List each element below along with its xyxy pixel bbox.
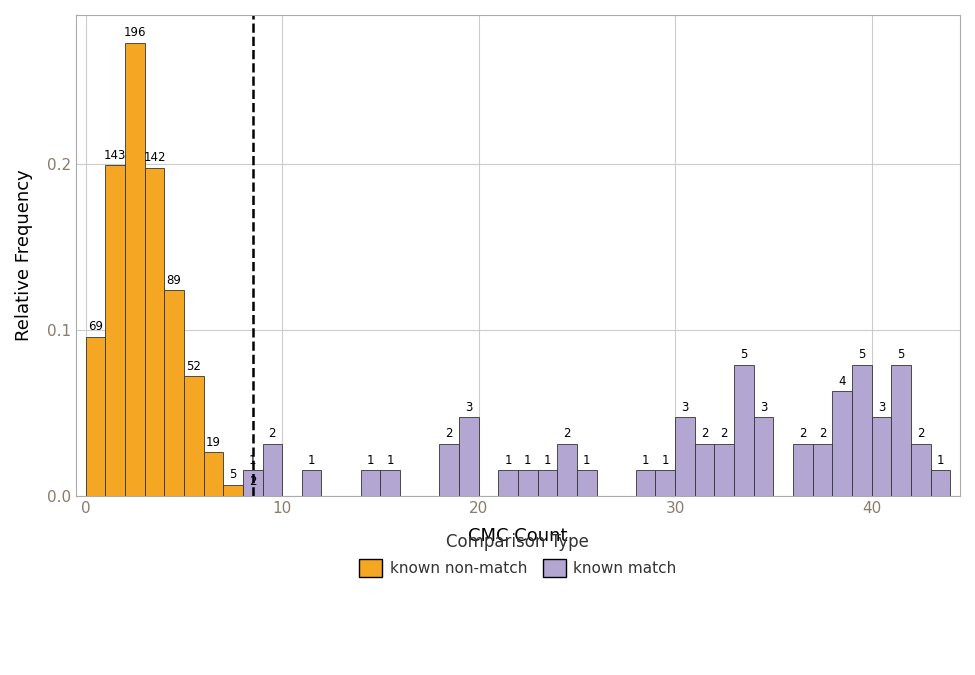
Bar: [558, 443, 577, 496]
Text: 2: 2: [721, 427, 728, 440]
Bar: [675, 417, 695, 496]
Text: 1: 1: [662, 454, 669, 466]
Bar: [105, 165, 125, 496]
Text: 143: 143: [104, 149, 127, 162]
Bar: [636, 470, 655, 496]
Text: 1: 1: [249, 454, 256, 466]
Bar: [440, 443, 459, 496]
Bar: [243, 491, 262, 496]
Bar: [498, 470, 518, 496]
Text: 1: 1: [308, 454, 315, 466]
Text: 2: 2: [800, 427, 806, 440]
Bar: [243, 470, 262, 496]
Text: 3: 3: [682, 401, 688, 414]
Bar: [164, 290, 184, 496]
Text: 1: 1: [583, 454, 591, 466]
Bar: [695, 443, 715, 496]
Bar: [793, 443, 812, 496]
Text: 142: 142: [143, 151, 166, 164]
Bar: [655, 470, 675, 496]
Bar: [537, 470, 558, 496]
Text: 2: 2: [249, 475, 256, 488]
Bar: [144, 167, 164, 496]
Text: 2: 2: [819, 427, 826, 440]
Bar: [262, 443, 282, 496]
Text: 1: 1: [642, 454, 649, 466]
Bar: [459, 417, 479, 496]
Bar: [812, 443, 833, 496]
Text: 89: 89: [167, 274, 181, 287]
Text: 1: 1: [937, 454, 944, 466]
Bar: [361, 470, 380, 496]
Text: 1: 1: [504, 454, 512, 466]
Text: 69: 69: [88, 320, 103, 333]
Bar: [930, 470, 951, 496]
Text: 1: 1: [524, 454, 531, 466]
Text: 19: 19: [206, 436, 221, 449]
Text: 5: 5: [858, 348, 866, 361]
Text: 3: 3: [465, 401, 473, 414]
Text: 1: 1: [367, 454, 374, 466]
Bar: [302, 470, 322, 496]
Bar: [518, 470, 537, 496]
X-axis label: CMC Count: CMC Count: [468, 527, 567, 545]
Bar: [223, 485, 243, 496]
Text: 2: 2: [446, 427, 453, 440]
Y-axis label: Relative Frequency: Relative Frequency: [15, 169, 33, 342]
Bar: [380, 470, 400, 496]
Bar: [204, 452, 223, 496]
Bar: [891, 364, 911, 496]
Bar: [577, 470, 597, 496]
Text: 196: 196: [124, 26, 146, 39]
Text: 2: 2: [564, 427, 570, 440]
Bar: [872, 417, 891, 496]
Text: 4: 4: [838, 375, 846, 387]
Text: 1: 1: [544, 454, 551, 466]
Legend: known non-match, known match: known non-match, known match: [352, 525, 684, 585]
Text: 2: 2: [268, 427, 276, 440]
Text: 1: 1: [386, 454, 394, 466]
Bar: [754, 417, 773, 496]
Text: 3: 3: [878, 401, 885, 414]
Text: 2: 2: [916, 427, 924, 440]
Text: 52: 52: [186, 360, 201, 373]
Bar: [715, 443, 734, 496]
Text: 2: 2: [701, 427, 708, 440]
Text: 3: 3: [760, 401, 767, 414]
Bar: [86, 337, 105, 496]
Bar: [184, 376, 204, 496]
Bar: [734, 364, 754, 496]
Text: 5: 5: [897, 348, 905, 361]
Bar: [852, 364, 872, 496]
Bar: [911, 443, 930, 496]
Bar: [833, 391, 852, 496]
Text: 5: 5: [229, 468, 237, 481]
Bar: [125, 43, 144, 496]
Text: 5: 5: [740, 348, 748, 361]
